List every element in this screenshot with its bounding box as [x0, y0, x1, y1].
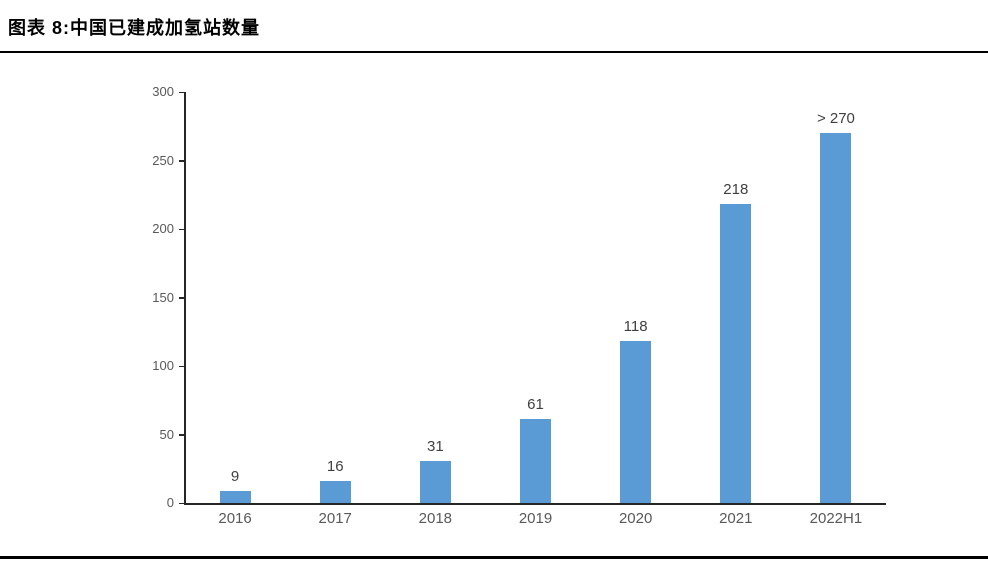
y-axis-tick: [179, 297, 185, 299]
y-axis-tick-label: 100: [152, 358, 174, 373]
bar-value-label: 16: [326, 458, 344, 476]
y-axis-tick-label: 50: [159, 426, 174, 442]
bar-value-label: > 270: [816, 110, 855, 128]
x-axis-category-label: 2020: [618, 510, 653, 527]
x-axis-category-label: 2017: [318, 510, 352, 527]
y-axis-tick-label: 0: [166, 495, 174, 510]
y-axis-tick-label: 150: [152, 289, 174, 305]
bottom-divider-line: [0, 556, 988, 559]
y-axis-tick-label: 300: [152, 84, 174, 99]
bar-2016: [219, 490, 251, 503]
y-axis-tick: [179, 502, 185, 504]
bar-value-label: 218: [723, 181, 749, 199]
bar-2019: [520, 419, 551, 503]
y-axis-tick-label: 200: [152, 221, 174, 236]
y-axis-tick-label: 250: [152, 152, 174, 168]
bar-value-label: 61: [527, 396, 544, 414]
x-axis-line: [184, 503, 886, 505]
x-axis-category-label: 2022H1: [809, 510, 863, 527]
x-axis-category-label: 2018: [418, 510, 453, 527]
bar-2021: [720, 204, 752, 503]
bar-value-label: 9: [230, 467, 240, 485]
y-axis-line: [184, 92, 186, 504]
y-axis-tick: [179, 434, 185, 436]
top-divider-line: [0, 51, 988, 53]
bar-2018: [419, 460, 451, 503]
y-axis-tick: [179, 365, 185, 367]
x-axis-category-label: 2019: [518, 510, 553, 527]
x-axis-category-label: 2016: [218, 510, 252, 527]
bar-value-label: 118: [623, 318, 648, 336]
bar-value-label: 31: [427, 437, 444, 455]
bar-2017: [319, 481, 351, 503]
y-axis-tick: [179, 160, 185, 162]
bar-2022H1: [820, 133, 852, 503]
bar-2020: [620, 341, 652, 503]
x-axis-category-label: 2021: [719, 510, 753, 527]
y-axis-tick: [179, 91, 185, 93]
y-axis-tick: [179, 228, 185, 230]
figure-title: 图表 8:中国已建成加氢站数量: [8, 18, 261, 38]
